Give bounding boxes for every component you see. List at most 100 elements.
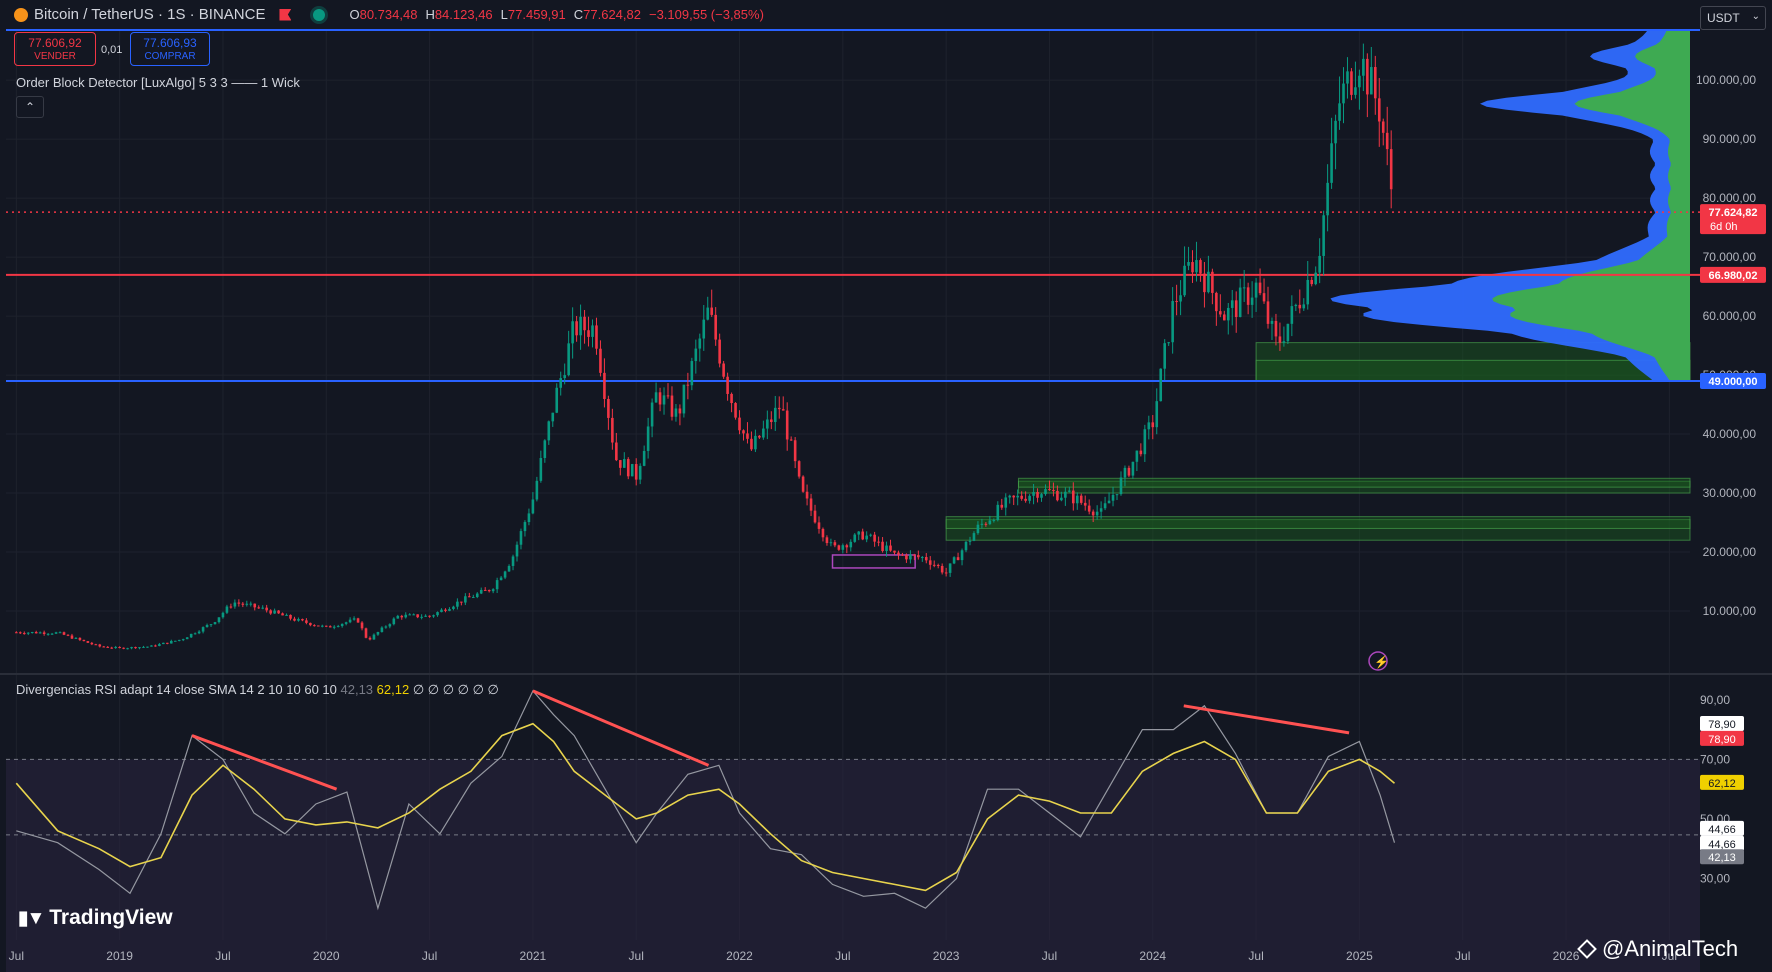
candle-body (177, 639, 181, 641)
time-tick-label: Jul (215, 949, 230, 963)
candle-body (495, 580, 499, 590)
candle-body (952, 557, 956, 564)
candle-body (118, 647, 121, 649)
candle-body (336, 626, 340, 628)
candle-body (1115, 494, 1119, 496)
candle-body (1215, 292, 1218, 312)
time-tick-label: Jul (1662, 949, 1677, 963)
candle-body (964, 541, 968, 551)
candle-body (1310, 279, 1314, 285)
rsi-value-tag: 62,12 (1708, 778, 1736, 790)
candle-body (170, 640, 173, 644)
candle-body (416, 614, 419, 618)
candle-body (58, 632, 62, 634)
rsi-value-tag-bg (1700, 820, 1744, 836)
rsi-indicator-label[interactable]: Divergencias RSI adapt 14 close SMA 14 2… (16, 682, 499, 698)
candle-body (408, 614, 412, 616)
currency-select[interactable]: USDT ⌄ (1700, 6, 1766, 30)
candle-body (885, 545, 888, 551)
chevron-down-icon: ⌄ (1751, 11, 1760, 22)
sell-button[interactable]: 77.606,92 VENDER (14, 32, 96, 66)
candle-body (797, 461, 801, 477)
candle-body (579, 316, 582, 336)
candle-body (924, 557, 928, 561)
symbol-title[interactable]: Bitcoin / TetherUS · 1S · BINANCE (34, 6, 266, 23)
candle-body (551, 412, 555, 422)
candle-body (436, 612, 439, 616)
candle-body (74, 637, 78, 639)
candle-body (237, 602, 241, 604)
rsi-ma-line (15, 722, 1396, 892)
candle-body (1334, 120, 1337, 144)
market-status-icon (313, 8, 326, 21)
candle-body (1052, 490, 1055, 492)
candle-body (1048, 489, 1051, 491)
candle-body (285, 614, 288, 616)
candle-body (622, 459, 626, 468)
volume-profile-sell (1492, 30, 1690, 381)
candle-body (750, 438, 753, 450)
candle-body (587, 330, 590, 337)
candle-body (1346, 71, 1349, 84)
candle-body (420, 616, 423, 618)
candle-body (1151, 422, 1155, 428)
candle-body (487, 589, 491, 592)
candle-body (682, 384, 686, 414)
alert-bolt-icon[interactable] (1368, 651, 1388, 671)
candle-body (829, 542, 833, 544)
candle-body (34, 632, 38, 634)
candle-body (269, 610, 272, 614)
candle-body (1377, 98, 1381, 122)
rsi-value-tag-bg (1700, 835, 1744, 851)
order-block-indicator-label[interactable]: Order Block Detector [LuxAlgo] 5 3 3 —— … (16, 75, 300, 90)
candle-body (650, 402, 654, 427)
candle-body (1266, 301, 1270, 324)
candle-body (388, 624, 392, 627)
buy-button[interactable]: 77.606,93 COMPRAR (130, 32, 210, 66)
candle-body (1366, 58, 1369, 95)
candle-body (543, 440, 547, 458)
candle-body (126, 648, 129, 650)
candle-body (197, 631, 201, 634)
open-value: 80.734,48 (359, 7, 418, 22)
candle-body (722, 363, 725, 377)
candle-body (261, 607, 264, 609)
candle-body (277, 610, 280, 614)
candle-body (146, 646, 149, 648)
candle-body (78, 637, 82, 640)
candle-body (1254, 282, 1258, 298)
price-tick-label: 30.000,00 (1703, 486, 1757, 500)
candle-body (1072, 490, 1075, 504)
candle-body (22, 633, 26, 635)
candle-body (38, 632, 42, 634)
candle-body (662, 395, 666, 405)
candle-body (1075, 495, 1079, 504)
candle-body (861, 531, 865, 540)
candle-body (1226, 307, 1230, 321)
candle-body (1338, 103, 1341, 121)
rsi-band (6, 759, 1700, 972)
candle-body (209, 624, 213, 626)
rsi-value-2: 62,12 (376, 682, 410, 697)
candle-body (432, 615, 435, 617)
flag-icon[interactable] (279, 8, 292, 21)
candle-body (241, 603, 245, 605)
time-tick-label: 2022 (726, 949, 753, 963)
candle-body (456, 601, 459, 607)
candle-body (944, 572, 948, 574)
candle-body (189, 633, 193, 638)
candle-body (563, 375, 566, 379)
candle-body (718, 339, 721, 364)
candle-body (634, 464, 638, 480)
candle-body (150, 645, 153, 647)
buy-label: COMPRAR (144, 51, 196, 62)
candle-body (483, 589, 487, 591)
candle-body (547, 421, 551, 441)
candle-body (1175, 301, 1178, 303)
collapse-indicators-button[interactable]: ⌃ (16, 96, 44, 118)
time-tick-label: Jul (1455, 949, 1470, 963)
candle-body (384, 626, 388, 628)
candle-body (690, 361, 694, 386)
candle-body (615, 442, 618, 461)
